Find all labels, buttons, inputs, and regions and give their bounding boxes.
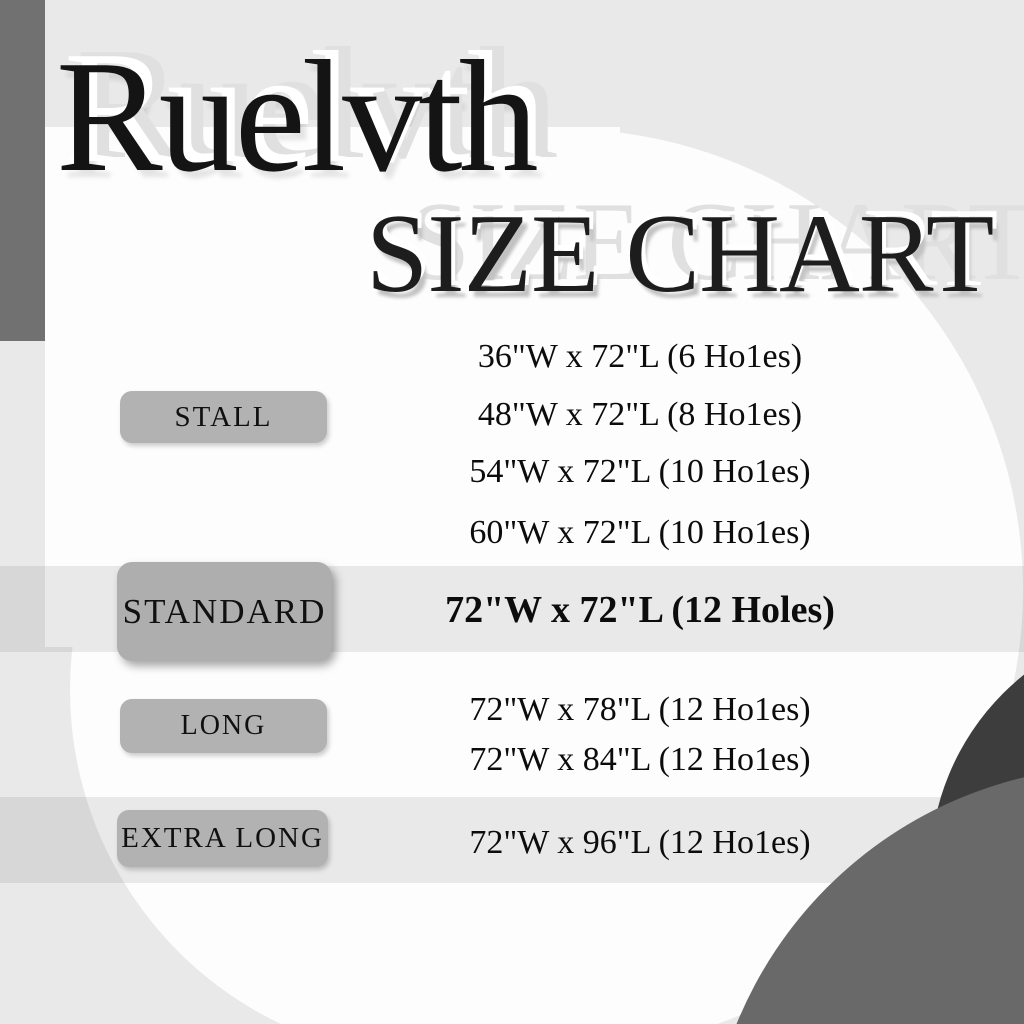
size-row-stall-2: 48"W x 72"L (8 Ho1es) xyxy=(477,396,803,433)
size-row-stall-1: 36"W x 72"L (6 Ho1es) xyxy=(477,338,803,375)
size-pill-long: LONG xyxy=(120,699,327,753)
brand-logo-text: Ruelvth xyxy=(56,27,539,205)
size-row-stall-3: 54"W x 72"L (10 Ho1es) xyxy=(469,453,811,490)
size-row-stall-4: 60"W x 72"L (10 Ho1es) xyxy=(469,514,811,551)
size-row-extra-long: 72"W x 96"L (12 Ho1es) xyxy=(469,824,811,861)
size-row-long-2: 72"W x 84"L (12 Ho1es) xyxy=(469,741,811,778)
size-pill-standard: STANDARD xyxy=(117,562,332,661)
left-accent-bar xyxy=(0,0,45,341)
size-row-long-1: 72"W x 78"L (12 Ho1es) xyxy=(469,691,811,728)
size-pill-stall: STALL xyxy=(120,391,327,443)
size-pill-extra-long: EXTRA LONG xyxy=(117,810,328,867)
size-row-standard: 72"W x 72"L (12 Holes) xyxy=(445,589,835,631)
page-title: SIZE CHART xyxy=(366,192,994,316)
